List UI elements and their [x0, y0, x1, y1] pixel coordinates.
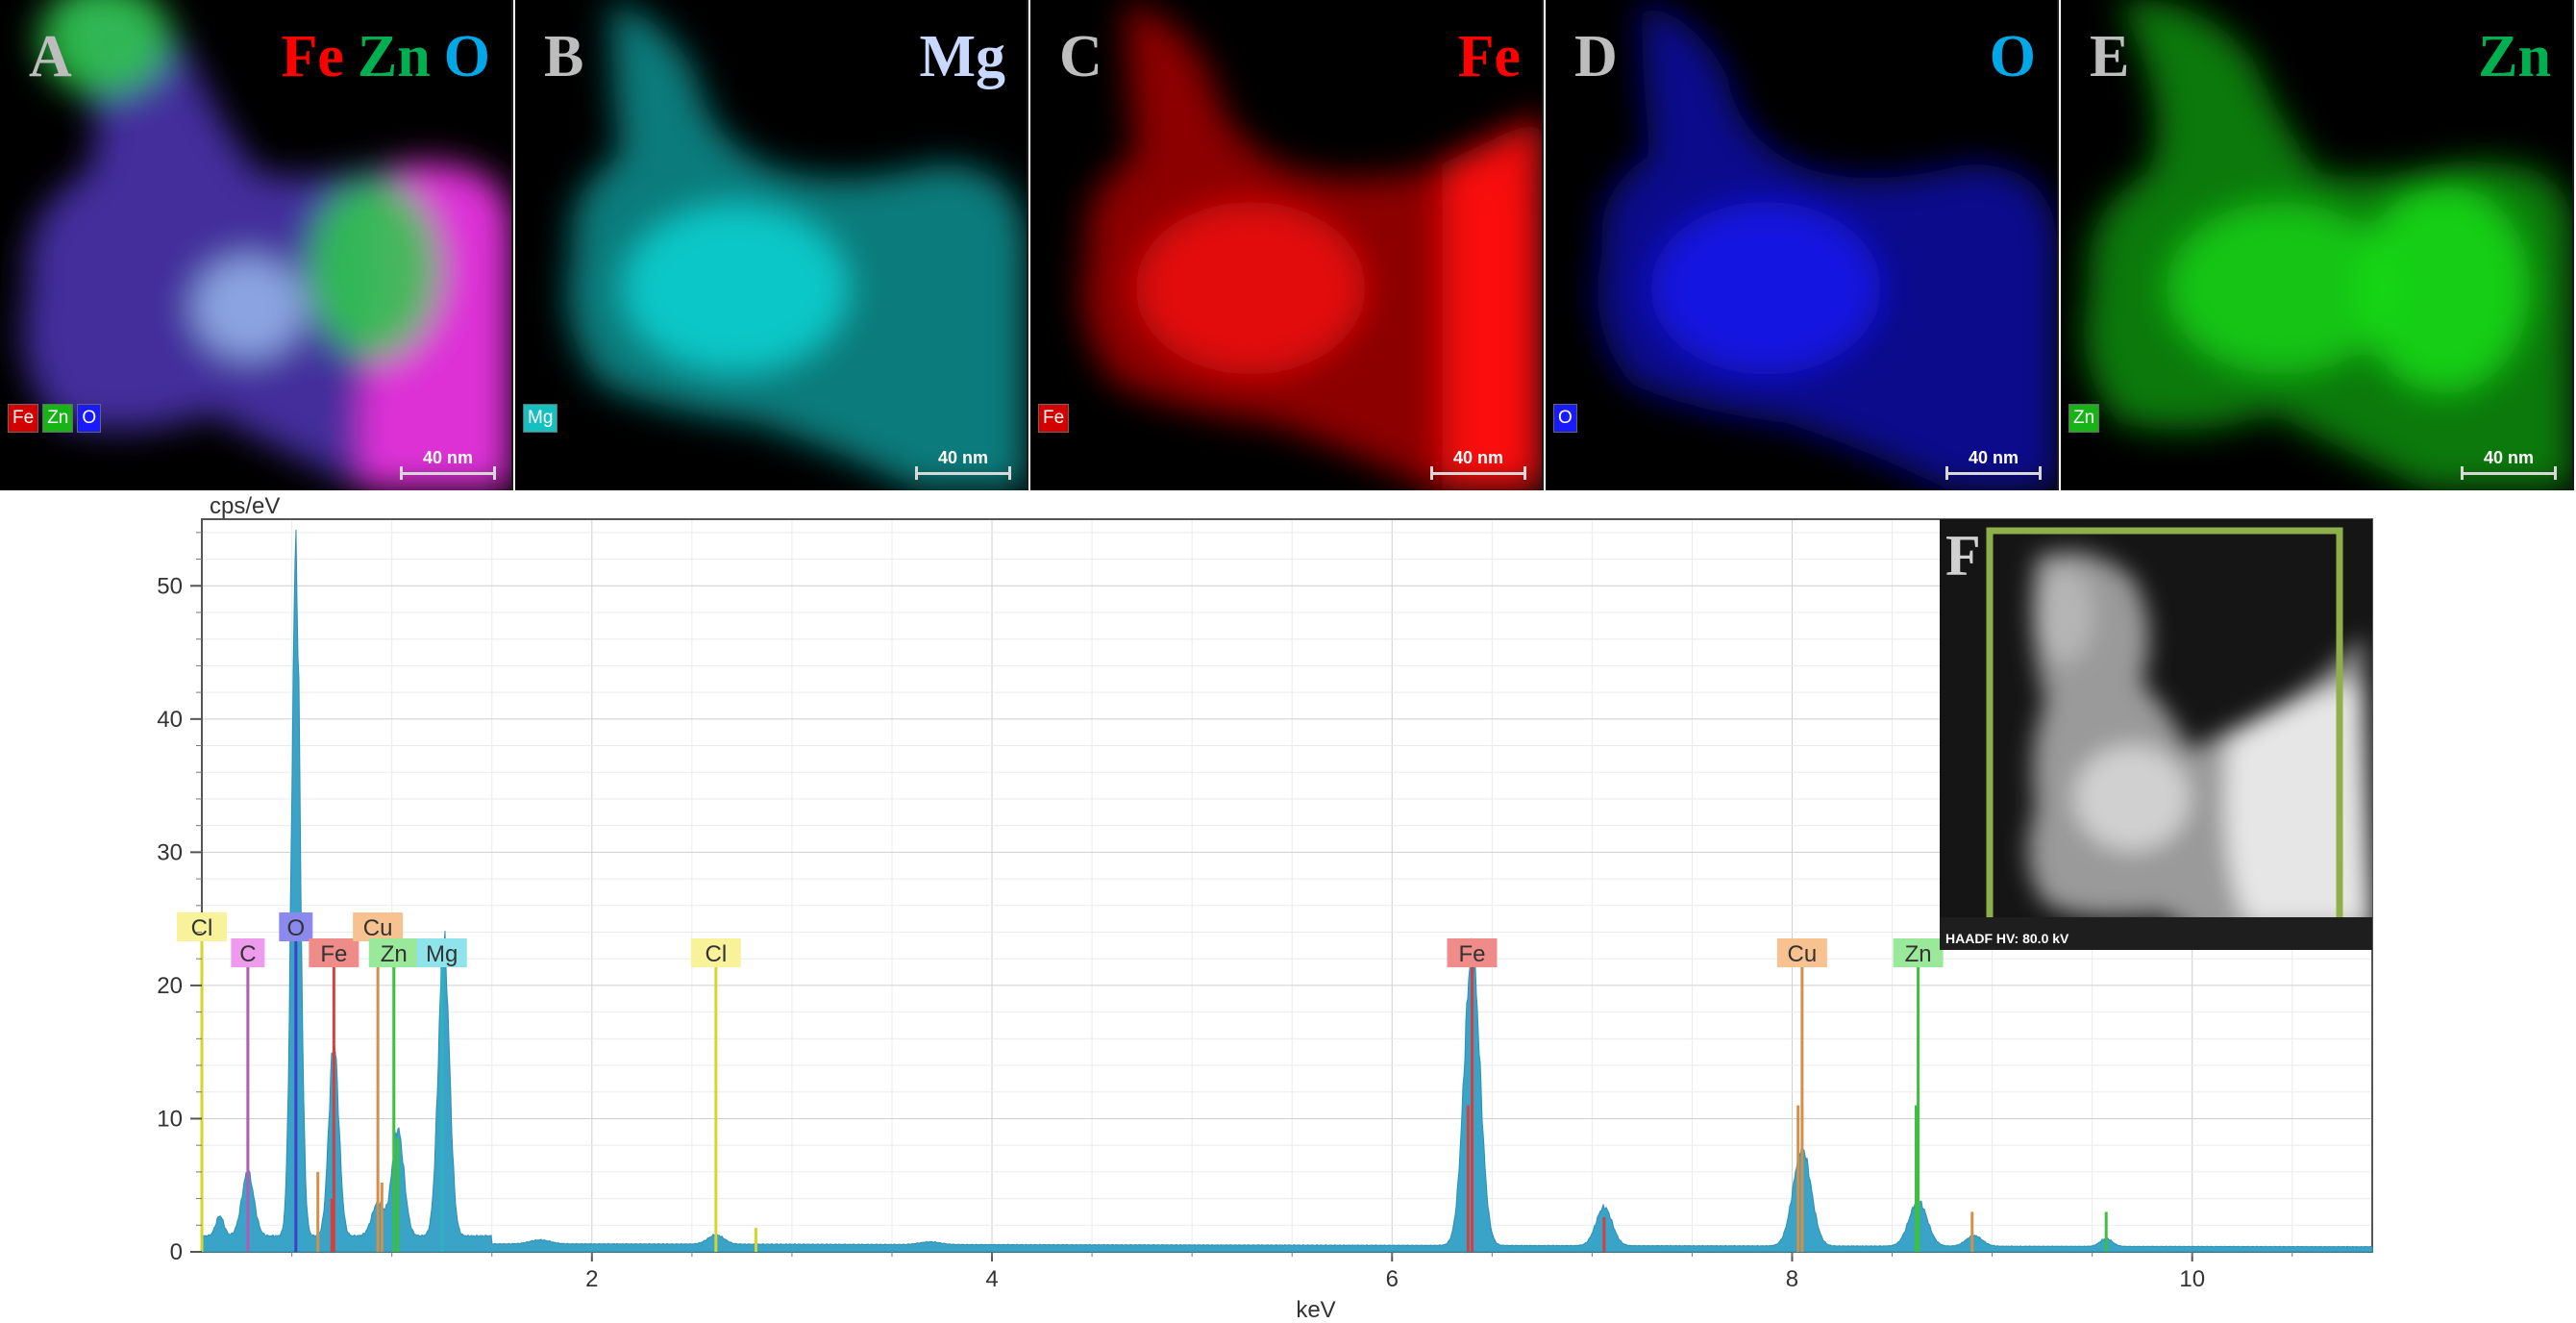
- element-title-o: O: [443, 24, 490, 89]
- scale-bar-line: [400, 466, 496, 480]
- panel-letter-d: D: [1574, 24, 1618, 89]
- map-legend: Fe: [1038, 404, 1070, 433]
- marker-label-c: C: [239, 941, 256, 967]
- x-tick-label: 6: [1386, 1266, 1399, 1292]
- scale-bar-label: 40 nm: [422, 448, 474, 467]
- panel-element-title: Mg: [905, 23, 1005, 91]
- marker-label-cl: Cl: [191, 915, 213, 941]
- panel-letter-a: A: [29, 24, 72, 89]
- map-panel-b: B Mg Mg 40 nm: [515, 0, 1028, 490]
- scale-bar-label: 40 nm: [937, 448, 989, 467]
- scale-bar: 40 nm: [2461, 448, 2557, 480]
- x-axis-label: keV: [1296, 1297, 1335, 1323]
- map-panel-a: A Fe Zn O Fe Zn O 40 nm: [0, 0, 513, 490]
- y-axis-label: cps/eV: [210, 493, 280, 519]
- panel-element-title: Zn: [2465, 23, 2551, 91]
- x-tick-label: 8: [1786, 1266, 1798, 1292]
- legend-chip-fe: Fe: [1038, 404, 1070, 433]
- x-tick-label: 2: [585, 1266, 598, 1292]
- panel-letter-f: F: [1945, 524, 1981, 587]
- panel-letter-b: B: [544, 24, 584, 89]
- elemental-maps: A Fe Zn O Fe Zn O 40 nm B Mg Mg 40 nm C Fe Fe 40 nm D O O 4…: [0, 0, 2576, 490]
- y-tick-label: 50: [157, 573, 183, 599]
- y-tick-label: 10: [157, 1106, 183, 1132]
- x-tick-label: 4: [985, 1266, 998, 1292]
- inset-caption: HAADF HV: 80.0 kV: [1945, 931, 2069, 946]
- inset-footer: [1940, 917, 2372, 950]
- panel-letter-c: C: [1059, 24, 1102, 89]
- x-tick-label: 10: [2179, 1266, 2205, 1292]
- y-tick-label: 0: [170, 1239, 183, 1265]
- panel-element-title: Fe Zn O: [268, 23, 490, 91]
- map-panel-e: E Zn Zn 40 nm: [2061, 0, 2574, 490]
- element-title-mg: Mg: [919, 24, 1005, 89]
- marker-label-box-zn: [368, 938, 419, 967]
- map-panel-d: D O O 40 nm: [1546, 0, 2059, 490]
- scale-bar-line: [2461, 466, 2557, 480]
- haadf-inset: F HAADF HV: 80.0 kV: [1940, 519, 2372, 950]
- marker-label-o: O: [286, 915, 305, 941]
- map-panel-c: C Fe Fe 40 nm: [1030, 0, 1544, 490]
- panel-element-title: O: [1976, 23, 2036, 91]
- map-legend: Zn: [2068, 404, 2100, 433]
- legend-chip-zn: Zn: [42, 404, 74, 433]
- legend-chip-o: O: [1553, 404, 1577, 433]
- marker-label-cu: Cu: [1788, 941, 1818, 967]
- map-legend: Fe Zn O: [8, 404, 102, 433]
- marker-label-cl: Cl: [706, 941, 728, 967]
- element-title-fe: Fe: [281, 24, 344, 89]
- element-title-o: O: [1989, 24, 2036, 89]
- panel-letter-e: E: [2090, 24, 2130, 89]
- scale-bar: 40 nm: [1945, 448, 2042, 480]
- panel-element-title: Fe: [1445, 23, 1521, 91]
- scale-bar: 40 nm: [1430, 448, 1526, 480]
- element-title-fe: Fe: [1457, 24, 1521, 89]
- marker-label-box-fe: [309, 938, 359, 967]
- marker-label-box-c: [231, 938, 265, 967]
- y-tick-label: 40: [157, 707, 183, 733]
- marker-label-mg: Mg: [426, 941, 458, 967]
- scale-bar-line: [1945, 466, 2042, 480]
- marker-label-fe: Fe: [320, 941, 347, 967]
- element-map-image: [2084, 0, 2572, 490]
- spectrum-series: [201, 529, 2373, 1253]
- marker-label-zn: Zn: [381, 941, 408, 967]
- element-map-image: [23, 0, 511, 490]
- legend-chip-fe: Fe: [8, 404, 39, 433]
- marker-label-box-cu: [1776, 938, 1827, 967]
- map-legend: O: [1553, 404, 1577, 433]
- marker-label-box-mg: [416, 938, 467, 967]
- legend-chip-o: O: [77, 404, 102, 433]
- scale-bar-label: 40 nm: [1452, 448, 1504, 467]
- scale-bar-label: 40 nm: [1968, 448, 2019, 467]
- scale-bar-label: 40 nm: [2483, 448, 2535, 467]
- y-tick-label: 30: [157, 839, 183, 865]
- scale-bar: 40 nm: [400, 448, 496, 480]
- element-map-image: [1598, 0, 2057, 490]
- haadf-image: [1986, 527, 2372, 950]
- legend-chip-zn: Zn: [2068, 404, 2100, 433]
- marker-label-fe: Fe: [1458, 941, 1485, 967]
- marker-label-zn: Zn: [1905, 941, 1932, 967]
- map-legend: Mg: [523, 404, 558, 433]
- element-title-zn: Zn: [357, 24, 431, 89]
- y-tick-label: 20: [157, 973, 183, 999]
- element-map-image: [1082, 0, 1542, 490]
- element-map-image: [567, 0, 1027, 490]
- marker-label-box-cl: [177, 912, 227, 941]
- marker-label-box-zn: [1893, 938, 1944, 967]
- scale-bar-line: [915, 466, 1011, 480]
- marker-label-box-fe: [1447, 938, 1498, 967]
- marker-label-box-o: [279, 912, 313, 941]
- marker-label-box-cl: [690, 938, 741, 967]
- marker-label-cu: Cu: [363, 915, 393, 941]
- scale-bar-line: [1430, 466, 1526, 480]
- marker-label-box-cu: [353, 912, 404, 941]
- element-title-zn: Zn: [2478, 24, 2551, 89]
- scale-bar: 40 nm: [915, 448, 1011, 480]
- legend-chip-mg: Mg: [523, 404, 558, 433]
